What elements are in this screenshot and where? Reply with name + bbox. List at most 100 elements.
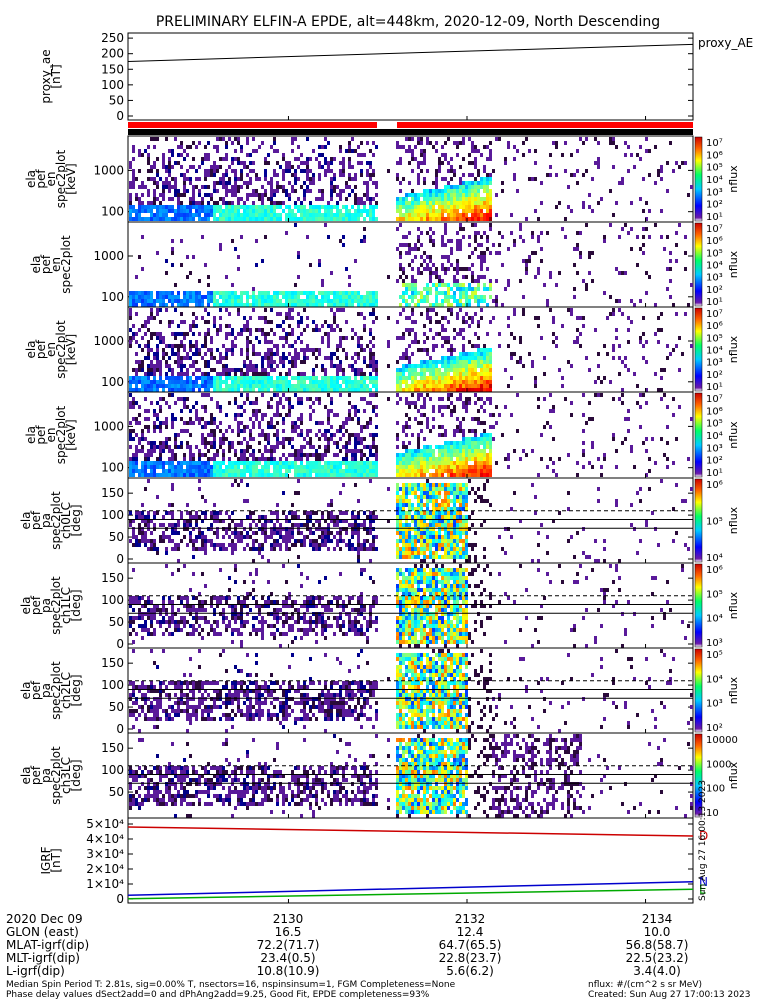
- heatmap-cell: [207, 473, 210, 477]
- heatmap-cell: [477, 201, 480, 205]
- heatmap-cell: [624, 417, 627, 421]
- heatmap-cell: [129, 299, 132, 303]
- heatmap-cell: [372, 352, 375, 356]
- heatmap-cell: [420, 465, 423, 469]
- heatmap-cell: [201, 372, 204, 376]
- heatmap-cell: [318, 453, 321, 457]
- heatmap-cell: [246, 209, 249, 213]
- heatmap-cell: [372, 213, 375, 217]
- heatmap-cell: [141, 235, 144, 239]
- heatmap-cell: [360, 197, 363, 201]
- heatmap-cell: [159, 453, 162, 457]
- heatmap-cell: [459, 197, 462, 201]
- heatmap-cell: [219, 465, 222, 469]
- heatmap-cell: [141, 360, 144, 364]
- heatmap-cell: [351, 205, 354, 209]
- heatmap-cell: [366, 173, 369, 177]
- heatmap-cell: [450, 344, 453, 348]
- heatmap-cell: [339, 149, 342, 153]
- heatmap-cell: [441, 201, 444, 205]
- heatmap-cell: [597, 352, 600, 356]
- heatmap-cell: [306, 303, 309, 307]
- heatmap-cell: [483, 181, 486, 185]
- heatmap-cell: [423, 469, 426, 473]
- heatmap-cell: [237, 255, 240, 259]
- heatmap-cell: [264, 295, 267, 299]
- heatmap-cell: [465, 201, 468, 205]
- heatmap-cell: [309, 169, 312, 173]
- heatmap-cell: [402, 243, 405, 247]
- heatmap-cell: [189, 201, 192, 205]
- heatmap-cell: [435, 193, 438, 197]
- heatmap-cell: [372, 153, 375, 157]
- heatmap-cell: [432, 231, 435, 235]
- heatmap-cell: [228, 348, 231, 352]
- heatmap-cell: [459, 181, 462, 185]
- heatmap-cell: [180, 441, 183, 445]
- heatmap-cell: [303, 384, 306, 388]
- heatmap-cell: [429, 259, 432, 263]
- heatmap-cell: [642, 251, 645, 255]
- heatmap-cell: [414, 417, 417, 421]
- heatmap-cell: [174, 161, 177, 165]
- heatmap-cell: [171, 469, 174, 473]
- heatmap-cell: [237, 157, 240, 161]
- heatmap-cell: [189, 433, 192, 437]
- heatmap-cell: [345, 303, 348, 307]
- heatmap-cell: [480, 205, 483, 209]
- heatmap-cell: [225, 189, 228, 193]
- heatmap-cell: [447, 393, 450, 397]
- heatmap-cell: [477, 303, 480, 307]
- heatmap-cell: [318, 461, 321, 465]
- heatmap-cell: [246, 153, 249, 157]
- heatmap-cell: [636, 384, 639, 388]
- heatmap-cell: [333, 157, 336, 161]
- heatmap-cell: [441, 425, 444, 429]
- heatmap-cell: [132, 299, 135, 303]
- heatmap-cell: [210, 197, 213, 201]
- heatmap-cell: [474, 197, 477, 201]
- heatmap-cell: [231, 328, 234, 332]
- heatmap-cell: [483, 251, 486, 255]
- heatmap-cell: [435, 332, 438, 336]
- heatmap-cell: [414, 332, 417, 336]
- heatmap-cell: [468, 173, 471, 177]
- heatmap-cell: [402, 145, 405, 149]
- heatmap-cell: [144, 461, 147, 465]
- heatmap-cell: [471, 295, 474, 299]
- heatmap-cell: [420, 348, 423, 352]
- heatmap-cell: [225, 217, 228, 221]
- heatmap-cell: [162, 165, 165, 169]
- heatmap-cell: [414, 401, 417, 405]
- heatmap-cell: [678, 165, 681, 169]
- heatmap-cell: [276, 213, 279, 217]
- heatmap-cell: [417, 205, 420, 209]
- heatmap-cell: [645, 360, 648, 364]
- heatmap-cell: [456, 267, 459, 271]
- heatmap-cell: [147, 441, 150, 445]
- heatmap-cell: [162, 181, 165, 185]
- heatmap-cell: [363, 348, 366, 352]
- heatmap-cell: [417, 165, 420, 169]
- heatmap-cell: [180, 340, 183, 344]
- heatmap-cell: [291, 453, 294, 457]
- heatmap-cell: [438, 465, 441, 469]
- colorbar-tick-label: 10⁴: [706, 431, 723, 442]
- heatmap-cell: [129, 405, 132, 409]
- heatmap-cell: [660, 388, 663, 392]
- heatmap-cell: [366, 344, 369, 348]
- heatmap-cell: [252, 425, 255, 429]
- heatmap-cell: [402, 425, 405, 429]
- heatmap-cell: [417, 209, 420, 213]
- heatmap-cell: [474, 473, 477, 477]
- heatmap-cell: [291, 295, 294, 299]
- y-axis-label: en: [44, 428, 58, 443]
- heatmap-cell: [288, 344, 291, 348]
- heatmap-cell: [279, 291, 282, 295]
- heatmap-cell: [522, 364, 525, 368]
- heatmap-cell: [357, 295, 360, 299]
- heatmap-cell: [489, 205, 492, 209]
- heatmap-cell: [342, 243, 345, 247]
- heatmap-cell: [420, 457, 423, 461]
- heatmap-cell: [264, 213, 267, 217]
